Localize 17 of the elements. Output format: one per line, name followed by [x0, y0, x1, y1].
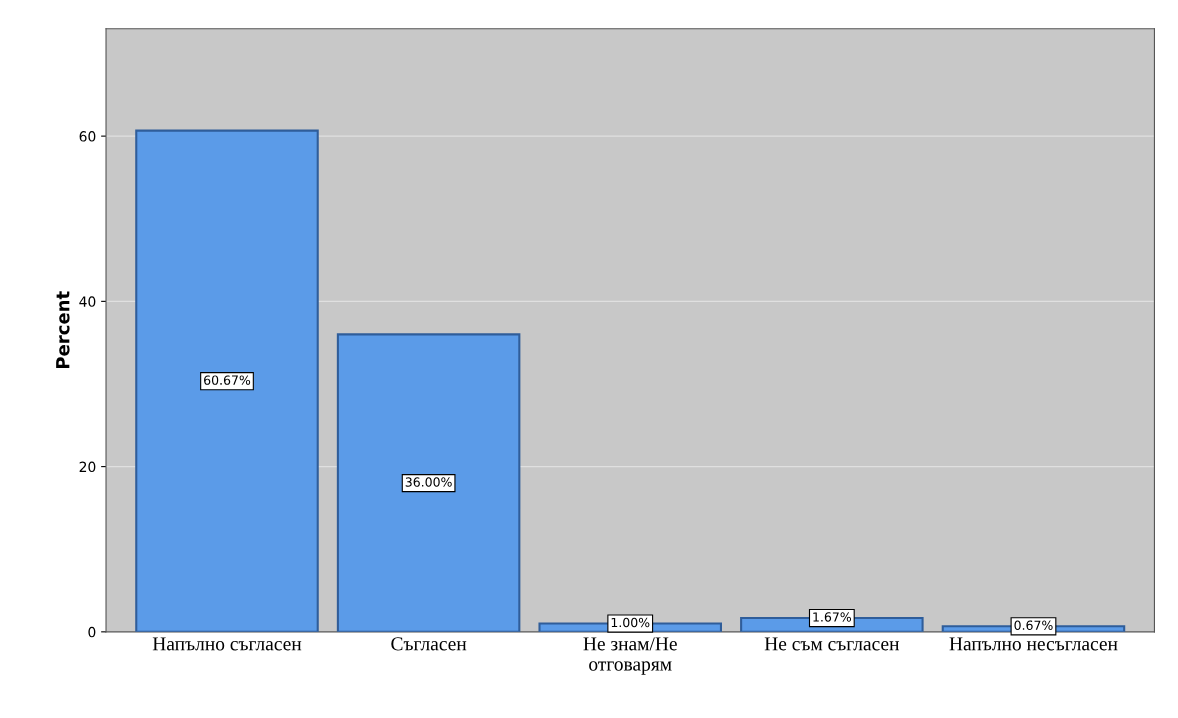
x-tick-label: Напълно несъгласен — [949, 637, 1118, 651]
x-tick-label: Напълно съгласен — [152, 637, 302, 651]
x-tick-label: Съгласен — [391, 637, 467, 651]
x-tick-label: Не съм съгласен — [764, 637, 900, 651]
x-tick-label: Не знам/Не отговарям — [583, 637, 677, 675]
data-label: 36.00% — [405, 477, 452, 487]
y-tick-label: 40 — [79, 296, 96, 307]
y-axis-title: Percent — [56, 291, 70, 369]
y-tick-label: 60 — [79, 131, 96, 142]
data-label: 60.67% — [204, 375, 251, 385]
bar — [135, 129, 319, 632]
bar — [336, 333, 521, 632]
data-label: 0.67% — [1014, 620, 1053, 630]
data-label: 1.00% — [611, 617, 650, 628]
y-tick-label: 20 — [79, 461, 96, 473]
data-label: 1.67% — [813, 612, 852, 622]
y-tick-label: 0 — [88, 626, 96, 638]
